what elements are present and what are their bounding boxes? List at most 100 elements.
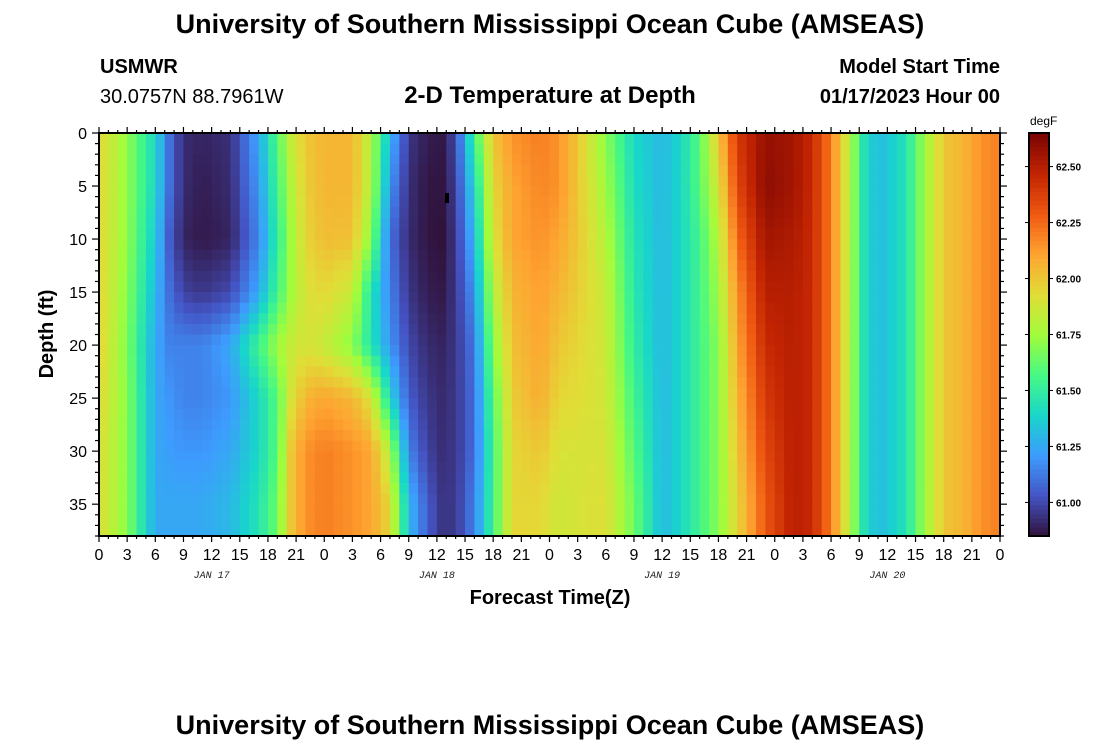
heatmap-cell xyxy=(605,461,616,473)
heatmap-cell xyxy=(352,334,363,346)
heatmap-cell xyxy=(643,164,654,177)
heatmap-cell xyxy=(774,440,785,452)
heatmap-cell xyxy=(624,408,635,420)
colorbar-step xyxy=(1029,218,1049,224)
heatmap-cell xyxy=(371,461,382,473)
heatmap-cell xyxy=(427,398,438,410)
heatmap-cell xyxy=(211,270,222,283)
heatmap-cell xyxy=(493,408,504,420)
heatmap-cell xyxy=(164,186,175,198)
heatmap-cell xyxy=(943,196,954,208)
heatmap-cell xyxy=(737,270,748,283)
heatmap-cell xyxy=(709,493,720,505)
heatmap-cell xyxy=(765,345,776,357)
heatmap-cell xyxy=(577,217,588,230)
heatmap-cell xyxy=(568,525,579,537)
heatmap-cell xyxy=(361,313,372,325)
heatmap-cell xyxy=(877,366,888,378)
colorbar-step xyxy=(1029,150,1049,156)
heatmap-cell xyxy=(296,239,307,251)
heatmap-cell xyxy=(587,281,598,293)
heatmap-cell xyxy=(296,472,307,484)
heatmap-cell xyxy=(577,387,588,399)
heatmap-cell xyxy=(127,493,138,505)
colorbar-step xyxy=(1029,312,1049,318)
heatmap-cell xyxy=(849,281,860,293)
heatmap-cell xyxy=(455,228,466,240)
colorbar-step xyxy=(1029,133,1049,139)
heatmap-cell xyxy=(164,133,175,145)
heatmap-cell xyxy=(558,154,569,166)
heatmap-cell xyxy=(474,429,485,442)
heatmap-cell xyxy=(727,387,738,399)
heatmap-cell xyxy=(662,355,673,367)
heatmap-cell xyxy=(286,313,297,325)
heatmap-cell xyxy=(680,196,691,208)
heatmap-cell xyxy=(596,239,607,251)
heatmap-cell xyxy=(727,323,738,336)
heatmap-cell xyxy=(680,302,691,314)
heatmap-cell xyxy=(859,334,870,346)
heatmap-cell xyxy=(765,482,776,495)
heatmap-cell xyxy=(418,366,429,378)
heatmap-cell xyxy=(540,366,551,378)
heatmap-cell xyxy=(558,143,569,155)
heatmap-cell xyxy=(192,207,203,219)
heatmap-cell xyxy=(239,461,250,473)
heatmap-cell xyxy=(418,461,429,473)
heatmap-cell xyxy=(155,429,166,442)
heatmap-cell xyxy=(286,217,297,230)
heatmap-cell xyxy=(211,451,222,463)
colorbar-tick-label: 61.75 xyxy=(1056,331,1081,342)
heatmap-cell xyxy=(483,514,494,526)
heatmap-cell xyxy=(802,387,813,399)
heatmap-cell xyxy=(746,207,757,219)
colorbar-tick-label: 62.50 xyxy=(1056,163,1081,174)
heatmap-cell xyxy=(502,154,513,166)
heatmap-cell xyxy=(746,217,757,230)
heatmap-cell xyxy=(455,186,466,198)
heatmap-cell xyxy=(145,270,156,283)
heatmap-cell xyxy=(662,514,673,526)
heatmap-cell xyxy=(455,419,466,431)
heatmap-cell xyxy=(277,207,288,219)
heatmap-cell xyxy=(943,376,954,389)
heatmap-cell xyxy=(662,451,673,463)
heatmap-cell xyxy=(577,133,588,145)
heatmap-cell xyxy=(324,154,335,166)
heatmap-cell xyxy=(943,451,954,463)
heatmap-cell xyxy=(840,482,851,495)
heatmap-cell xyxy=(831,504,842,516)
heatmap-cell xyxy=(399,366,410,378)
heatmap-cell xyxy=(990,164,1001,177)
heatmap-cell xyxy=(915,514,926,526)
heatmap-cell xyxy=(286,239,297,251)
heatmap-cell xyxy=(418,323,429,336)
heatmap-cell xyxy=(540,143,551,155)
heatmap-cell xyxy=(127,207,138,219)
heatmap-cell xyxy=(108,366,119,378)
heatmap-cell xyxy=(633,164,644,177)
heatmap-cell xyxy=(915,270,926,283)
heatmap-cell xyxy=(558,398,569,410)
heatmap-cell xyxy=(474,472,485,484)
heatmap-cell xyxy=(145,292,156,304)
colorbar-step xyxy=(1029,392,1049,398)
heatmap-cell xyxy=(371,451,382,463)
heatmap-cell xyxy=(465,334,476,346)
heatmap-cell xyxy=(155,133,166,145)
heatmap-cell xyxy=(615,154,626,166)
heatmap-cell xyxy=(174,260,185,272)
heatmap-cell xyxy=(371,323,382,336)
heatmap-cell xyxy=(465,461,476,473)
heatmap-cell xyxy=(680,260,691,272)
heatmap-cell xyxy=(727,186,738,198)
heatmap-cell xyxy=(418,493,429,505)
heatmap-cell xyxy=(934,451,945,463)
heatmap-cell xyxy=(192,260,203,272)
heatmap-cell xyxy=(971,196,982,208)
heatmap-cell xyxy=(868,302,879,314)
heatmap-cell xyxy=(427,260,438,272)
heatmap-cell xyxy=(765,164,776,177)
heatmap-cell xyxy=(953,429,964,442)
